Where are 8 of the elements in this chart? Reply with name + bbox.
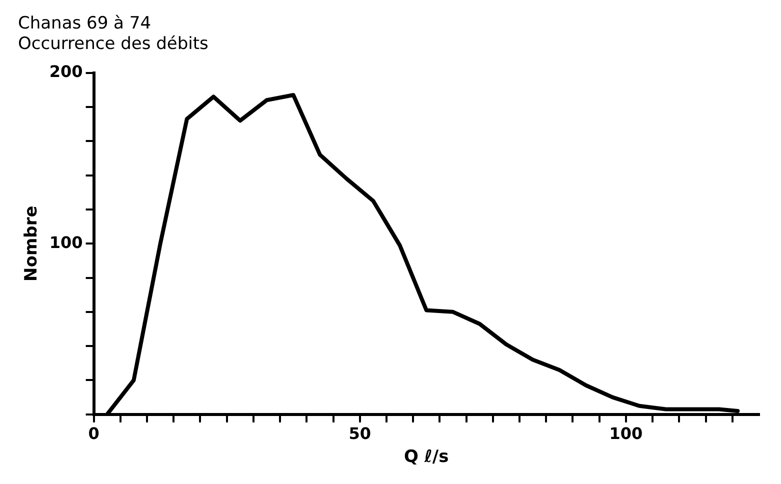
x-tick-label: 0: [88, 424, 100, 444]
x-tick-label: 50: [348, 424, 372, 444]
y-axis-title: Nombre: [22, 206, 42, 282]
chart-title: Chanas 69 à 74: [18, 14, 152, 34]
x-axis-title: Q ℓ/s: [404, 447, 449, 468]
y-tick-label: 200: [49, 62, 83, 81]
chart-subtitle: Occurrence des débits: [18, 34, 209, 54]
x-tick-label: 100: [609, 424, 643, 444]
